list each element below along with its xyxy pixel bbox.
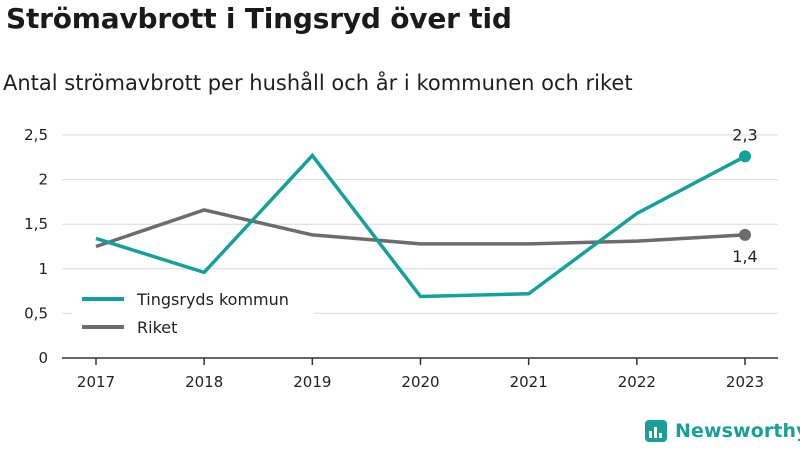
x-tick-label: 2022 xyxy=(618,373,656,391)
legend-label: Tingsryds kommun xyxy=(136,290,289,309)
line-chart: 0 0,5 1 1,5 2 2,5 2017 2018 2019 2020 2021 2022 2023… xyxy=(24,125,778,391)
y-tick-label: 2,5 xyxy=(24,126,48,144)
x-tick-label: 2019 xyxy=(293,373,331,391)
y-tick-label: 0,5 xyxy=(24,304,48,322)
newsworthy-bar-chart-icon xyxy=(645,420,667,442)
x-tick-label: 2021 xyxy=(510,373,548,391)
x-tick-label: 2017 xyxy=(77,373,115,391)
end-value-label: 1,4 xyxy=(732,247,757,266)
series-line-tingsryd xyxy=(95,152,746,299)
x-tick-label: 2020 xyxy=(401,373,439,391)
y-tick-label: 1 xyxy=(38,260,48,278)
x-tick-label: 2023 xyxy=(726,373,764,391)
end-point-riket xyxy=(739,228,751,241)
x-tick-label: 2018 xyxy=(185,373,223,391)
legend-label: Riket xyxy=(137,318,177,337)
legend-box xyxy=(72,284,314,344)
chart-title: Strömavbrott i Tingsryd över tid xyxy=(6,2,512,35)
y-tick-label: 2 xyxy=(38,171,48,189)
newsworthy-logo: Newsworthy xyxy=(645,420,800,442)
chart-subtitle: Antal strömavbrott per hushåll och år i … xyxy=(3,71,633,95)
brand-name: Newsworthy xyxy=(675,420,800,442)
series-line-riket xyxy=(95,208,746,249)
end-value-label: 2,3 xyxy=(732,125,757,144)
end-point-tingsryd xyxy=(739,150,751,163)
y-tick-label: 0 xyxy=(38,349,48,367)
y-tick-label: 1,5 xyxy=(24,215,48,233)
